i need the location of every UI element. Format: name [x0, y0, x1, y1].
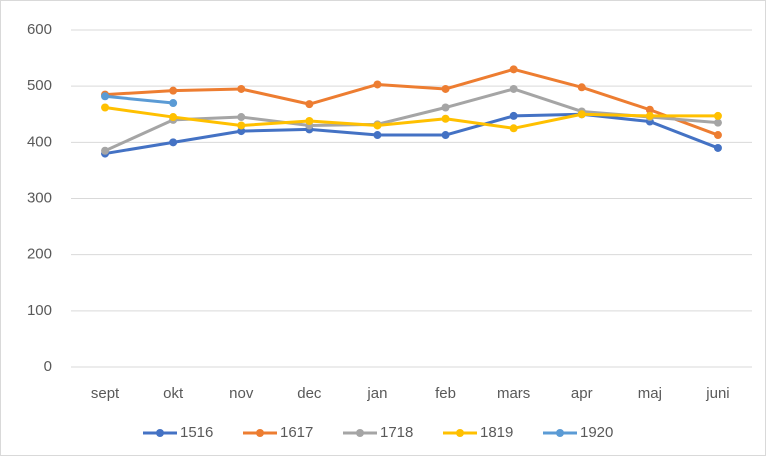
data-point: [305, 100, 314, 109]
series-line: [104, 106, 718, 130]
data-point: [373, 131, 382, 140]
series-line: [104, 112, 719, 156]
y-tick-label: 100: [27, 302, 52, 319]
data-point: [169, 86, 178, 95]
data-point: [237, 113, 246, 122]
legend-label: 1718: [380, 424, 413, 441]
x-tick-label: feb: [435, 385, 456, 402]
data-point: [713, 143, 722, 152]
data-point: [441, 103, 450, 112]
data-point: [713, 111, 722, 120]
data-point: [237, 121, 246, 130]
data-point: [441, 114, 450, 123]
data-point: [305, 116, 314, 125]
series-line: [104, 94, 174, 105]
legend-marker: [356, 429, 364, 437]
legend-label: 1819: [480, 424, 513, 441]
data-point: [441, 84, 450, 93]
x-tick-label: maj: [638, 385, 662, 402]
x-tick-label: apr: [571, 385, 593, 402]
data-point: [509, 124, 518, 133]
legend-marker: [256, 429, 264, 437]
data-point: [373, 80, 382, 89]
data-point: [101, 92, 110, 101]
legend-label: 1516: [180, 424, 213, 441]
y-tick-label: 0: [44, 358, 52, 375]
x-tick-label: nov: [229, 385, 254, 402]
series-line: [104, 67, 719, 137]
data-point: [101, 103, 110, 112]
y-tick-label: 600: [27, 21, 52, 38]
y-tick-label: 400: [27, 133, 52, 150]
legend-marker: [556, 429, 564, 437]
legend-label: 1617: [280, 424, 313, 441]
data-point: [509, 111, 518, 120]
data-point: [101, 146, 110, 155]
data-point: [169, 99, 178, 108]
y-tick-label: 500: [27, 77, 52, 94]
x-tick-label: dec: [297, 385, 322, 402]
legend-marker: [156, 429, 164, 437]
data-point: [645, 105, 654, 114]
data-point: [237, 84, 246, 93]
data-point: [509, 65, 518, 74]
data-point: [509, 84, 518, 93]
x-tick-label: mars: [497, 385, 530, 402]
x-tick-label: sept: [91, 385, 120, 402]
legend-marker: [456, 429, 464, 437]
data-point: [441, 131, 450, 140]
legend-label: 1920: [580, 424, 613, 441]
data-point: [577, 110, 586, 119]
y-tick-label: 300: [27, 189, 52, 206]
data-point: [169, 113, 178, 122]
data-point: [645, 111, 654, 120]
x-tick-label: juni: [705, 385, 729, 402]
data-point: [713, 118, 722, 127]
data-point: [577, 83, 586, 92]
data-point: [237, 127, 246, 136]
data-point: [713, 131, 722, 140]
data-point: [169, 138, 178, 147]
x-tick-label: okt: [163, 385, 184, 402]
y-tick-label: 200: [27, 246, 52, 263]
x-tick-label: jan: [366, 385, 387, 402]
data-point: [373, 121, 382, 130]
